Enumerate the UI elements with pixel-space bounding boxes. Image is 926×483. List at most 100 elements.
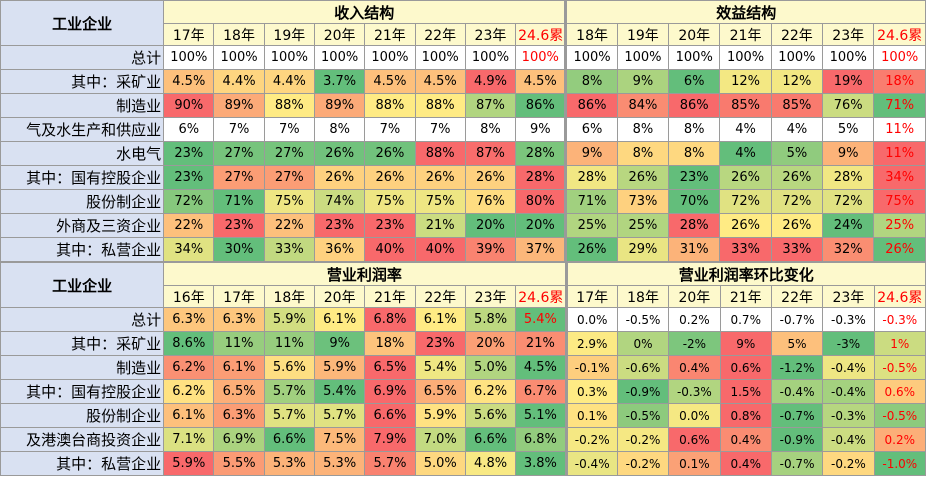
data-row: 总计 6.3% 6.3% 5.9% 6.1% 6.8% 6.1% 5.8% 5.4% 0.0% -0…: [0, 307, 926, 332]
data-cell: 9%: [564, 141, 618, 166]
data-cell: -0.2%: [616, 427, 670, 452]
column-header: 18年: [564, 23, 618, 46]
data-cell: 72%: [770, 189, 824, 214]
data-cell: 28%: [564, 165, 618, 190]
column-header: 22年: [770, 285, 824, 308]
group-title: 营业利润率: [163, 262, 567, 286]
data-cell: 5.9%: [414, 403, 466, 428]
data-cell: 0.0%: [564, 307, 618, 332]
column-header: 23年: [464, 285, 517, 308]
data-cell: -3%: [822, 331, 875, 356]
section-table: 工业企业 营业利润率 营业利润率环比变化 16年 17年 18年 20年 21年 22年 23年 2…: [0, 262, 926, 476]
data-cell: -2%: [668, 331, 721, 356]
data-cell: 26%: [364, 165, 416, 190]
data-row: 外商及三资企业 22% 23% 22% 23% 23% 21% 20% 20% 25% 25% 28%…: [0, 213, 926, 238]
data-cell: 12%: [770, 69, 824, 94]
data-cell: -0.2%: [564, 427, 618, 452]
data-cell: 85%: [719, 93, 772, 118]
row-label: 其中：采矿业: [0, 69, 165, 94]
data-row: 股份制企业 6.1% 6.3% 5.7% 5.7% 6.6% 5.9% 5.6% 5.1% 0.1…: [0, 403, 926, 428]
data-cell: 28%: [822, 165, 875, 190]
data-cell: 4.4%: [263, 69, 315, 94]
data-cell: -0.3%: [873, 307, 926, 332]
data-cell: 23%: [313, 213, 366, 238]
data-cell: 7%: [213, 117, 265, 142]
data-cell: -0.4%: [770, 379, 824, 404]
data-cell: 28%: [515, 165, 567, 190]
row-label: 制造业: [0, 93, 165, 118]
data-cell: 0.2%: [668, 307, 721, 332]
row-label: 其中：采矿业: [0, 331, 165, 356]
year-row: 17年 18年 19年 20年 21年 22年 23年 24.6累 18年 19年 20年 21年 22…: [1, 23, 926, 46]
data-cell: -0.4%: [822, 355, 875, 380]
data-cell: 0.6%: [668, 427, 721, 452]
data-cell: 88%: [364, 93, 416, 118]
data-cell: 23%: [668, 165, 721, 190]
data-cell: 6.1%: [213, 355, 265, 380]
data-cell: 26%: [414, 165, 466, 190]
data-cell: -0.7%: [770, 451, 824, 476]
column-header: 20年: [313, 23, 366, 46]
data-cell: 6.2%: [163, 355, 215, 380]
data-cell: 4.4%: [213, 69, 265, 94]
row-label: 其中：国有控股企业: [0, 379, 165, 404]
group-title: 效益结构: [564, 0, 926, 24]
data-cell: 31%: [668, 237, 721, 262]
data-cell: 5%: [822, 117, 875, 142]
column-header: 21年: [719, 23, 772, 46]
data-cell: 6%: [668, 69, 721, 94]
data-row: 其中：私营企业 5.9% 5.5% 5.3% 5.3% 5.7% 5.0% 4.8% 3.8% -…: [0, 451, 926, 476]
data-cell: 20%: [464, 331, 517, 356]
row-label: 水电气: [0, 141, 165, 166]
data-cell: -0.7%: [770, 403, 824, 428]
header-row: 工业企业 营业利润率 营业利润率环比变化: [0, 262, 926, 308]
data-cell: 26%: [719, 165, 772, 190]
data-cell: 33%: [719, 237, 772, 262]
data-cell: 23%: [163, 165, 215, 190]
column-header: 19年: [616, 23, 670, 46]
data-cell: -0.6%: [616, 355, 670, 380]
data-cell: 4.5%: [515, 69, 567, 94]
data-cell: 0.7%: [719, 307, 772, 332]
data-cell: 9%: [314, 331, 366, 356]
data-cell: 5.7%: [314, 403, 366, 428]
data-cell: 26%: [564, 237, 618, 262]
column-header: 23年: [822, 23, 875, 46]
data-cell: 0.3%: [564, 379, 618, 404]
data-cell: 5.9%: [263, 307, 316, 332]
group-title: 营业利润率环比变化: [564, 262, 926, 286]
column-header: 18年: [213, 23, 265, 46]
data-cell: -0.5%: [616, 403, 670, 428]
data-cell: 5.0%: [464, 355, 517, 380]
data-cell: 4%: [719, 117, 772, 142]
data-cell: 9%: [822, 141, 875, 166]
data-cell: -0.3%: [822, 403, 875, 428]
column-header: 19年: [263, 23, 315, 46]
data-cell: 27%: [213, 141, 265, 166]
data-cell: 7%: [414, 117, 466, 142]
data-cell: 7%: [263, 117, 315, 142]
data-row: 总计 100% 100% 100% 100% 100% 100% 100% 100% 100% 10…: [0, 45, 926, 70]
column-header: 21年: [364, 23, 416, 46]
data-cell: 8.6%: [163, 331, 215, 356]
data-cell: 2.9%: [564, 331, 618, 356]
row-label: 气及水生产和供应业: [0, 117, 165, 142]
data-cell: 6.1%: [414, 307, 466, 332]
data-cell: 26%: [313, 165, 366, 190]
column-header: 23年: [464, 23, 517, 46]
data-cell: 6%: [564, 117, 618, 142]
data-cell: 0.4%: [719, 451, 772, 476]
data-cell: 9%: [719, 331, 772, 356]
data-cell: 5.9%: [314, 355, 366, 380]
data-cell: 26%: [719, 213, 772, 238]
data-cell: 5.3%: [263, 451, 316, 476]
data-cell: -0.2%: [822, 451, 875, 476]
data-row: 制造业 6.2% 6.1% 5.6% 5.9% 6.5% 5.4% 5.0% 4.5% -0.1%…: [0, 355, 926, 380]
header-row: 工业企业 收入结构 效益结构: [0, 0, 926, 46]
data-cell: 86%: [668, 93, 721, 118]
data-cell: 8%: [313, 117, 366, 142]
row-label: 外商及三资企业: [0, 213, 165, 238]
data-cell: 5.4%: [515, 307, 567, 332]
data-cell: -0.2%: [616, 451, 670, 476]
